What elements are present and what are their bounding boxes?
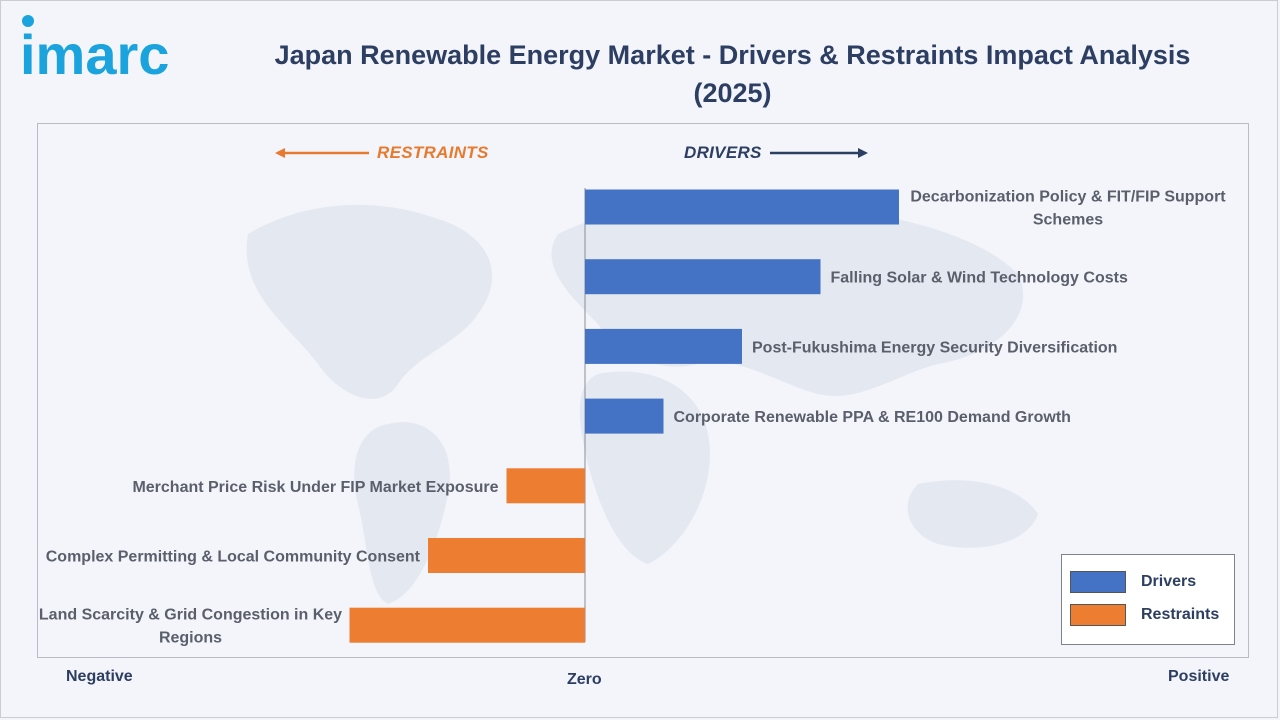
bar-driver-2 <box>585 259 821 295</box>
bar-driver-4 <box>585 398 664 434</box>
logo-text: imarc <box>20 23 169 84</box>
bar-driver-3 <box>585 328 742 364</box>
restraints-arrow-icon <box>275 148 369 158</box>
bar-label-7: Land Scarcity & Grid Congestion in Key Re… <box>39 607 342 647</box>
bar-restraint-7 <box>349 607 585 643</box>
bar-label-2: Falling Solar & Wind Technology Costs <box>831 270 1128 287</box>
chart-legend: Drivers Restraints <box>1061 554 1235 645</box>
bar-label-5: Merchant Price Risk Under FIP Market Exp… <box>132 479 498 496</box>
axis-label-negative: Negative <box>66 668 133 685</box>
chart-title: Japan Renewable Energy Market - Drivers … <box>274 40 1191 108</box>
legend-swatch-drivers <box>1070 571 1126 593</box>
legend-item-drivers: Drivers <box>1070 570 1196 594</box>
bar-driver-1 <box>585 189 899 225</box>
bar-restraint-5 <box>506 468 585 504</box>
bar-label-6: Complex Permitting & Local Community Con… <box>46 549 421 566</box>
axis-label-zero: Zero <box>567 671 602 688</box>
legend-item-restraints: Restraints <box>1070 603 1219 627</box>
legend-label-restraints: Restraints <box>1141 606 1220 623</box>
legend-label-drivers: Drivers <box>1141 573 1197 590</box>
bar-label-4: Corporate Renewable PPA & RE100 Demand G… <box>674 409 1071 426</box>
bar-label-1: Decarbonization Policy & FIT/FIP Support… <box>910 189 1226 229</box>
bar-label-3: Post-Fukushima Energy Security Diversifi… <box>752 339 1117 356</box>
drivers-direction-label: DRIVERS <box>684 143 762 162</box>
restraints-direction-label: RESTRAINTS <box>377 143 489 162</box>
bar-restraint-6 <box>428 538 585 573</box>
imarc-logo: imarc <box>20 15 169 84</box>
drivers-arrow-icon <box>770 148 868 158</box>
axis-label-positive: Positive <box>1168 668 1230 685</box>
legend-swatch-restraints <box>1070 604 1126 626</box>
